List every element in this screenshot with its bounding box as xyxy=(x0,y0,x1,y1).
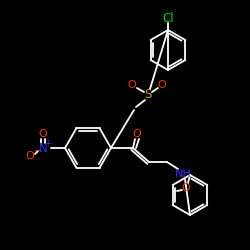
Text: O: O xyxy=(128,80,136,90)
Text: O: O xyxy=(182,183,190,193)
Text: O: O xyxy=(132,129,141,139)
Text: −: − xyxy=(34,146,40,156)
Text: N: N xyxy=(38,142,48,154)
Text: S: S xyxy=(144,88,152,102)
Text: NH: NH xyxy=(174,169,192,179)
Text: Cl: Cl xyxy=(162,12,174,24)
Text: +: + xyxy=(44,138,52,147)
Text: O: O xyxy=(26,151,34,161)
Text: O: O xyxy=(38,129,48,139)
Text: O: O xyxy=(158,80,166,90)
